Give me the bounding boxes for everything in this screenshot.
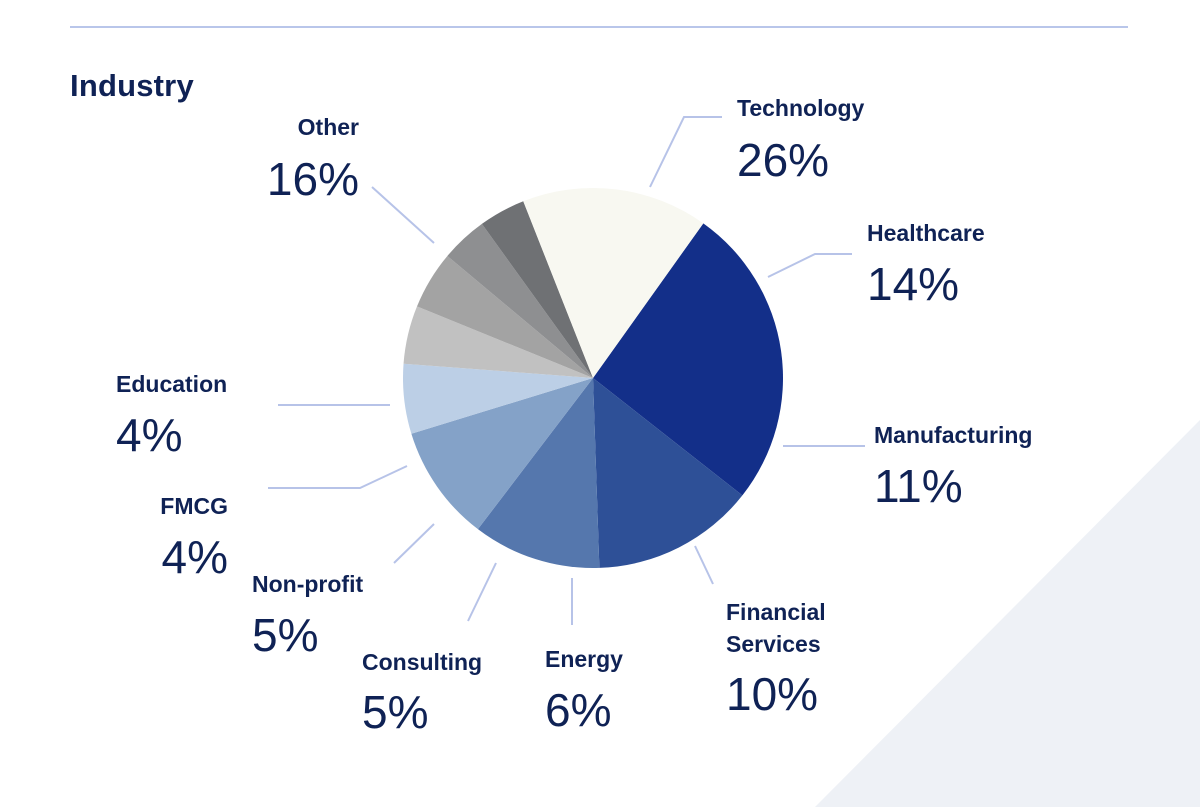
leader-line-other — [371, 186, 435, 244]
background-triangle — [815, 420, 1200, 807]
pie-slice-non-profit — [417, 255, 593, 378]
pie-slice-healthcare — [593, 378, 743, 568]
value-label-fmcg: 4% — [162, 531, 228, 583]
leader-line-financial-services — [694, 545, 714, 585]
category-label-financial-services: Financial Services — [726, 599, 826, 657]
category-label-education: Education — [116, 371, 227, 397]
leader-line-non-profit — [393, 523, 435, 564]
pie-slice-financial-services — [411, 378, 593, 530]
category-label-technology: Technology — [737, 95, 865, 121]
pie-slice-other — [523, 188, 704, 378]
category-label-energy: Energy — [545, 646, 623, 672]
category-label-fmcg: FMCG — [160, 493, 228, 519]
pie-slice-education — [481, 201, 593, 378]
value-label-manufacturing: 11% — [874, 460, 963, 512]
value-label-healthcare: 14% — [867, 258, 959, 310]
leader-line-consulting — [467, 562, 497, 622]
pie-slice-manufacturing — [477, 378, 600, 568]
pie-slice-energy — [403, 363, 593, 434]
leader-line-fmcg — [268, 465, 408, 489]
leader-line-technology — [649, 116, 722, 188]
pie-slice-technology — [593, 223, 784, 496]
category-label-non-profit: Non-profit — [252, 571, 363, 597]
value-label-technology: 26% — [737, 134, 829, 186]
value-label-consulting: 5% — [362, 686, 428, 738]
top-divider — [70, 26, 1128, 28]
value-label-other: 16% — [267, 153, 359, 205]
pie-slice-fmcg — [447, 223, 593, 378]
value-label-education: 4% — [116, 409, 182, 461]
chart-title: Industry — [70, 68, 194, 103]
value-label-energy: 6% — [545, 684, 611, 736]
value-label-financial-services: 10% — [726, 668, 818, 720]
value-label-non-profit: 5% — [252, 609, 318, 661]
leader-line-healthcare — [767, 253, 852, 278]
category-label-healthcare: Healthcare — [867, 220, 985, 246]
category-label-manufacturing: Manufacturing — [874, 422, 1032, 448]
category-label-other: Other — [298, 114, 359, 140]
pie-slice-consulting — [403, 306, 593, 378]
category-label-consulting: Consulting — [362, 649, 482, 675]
